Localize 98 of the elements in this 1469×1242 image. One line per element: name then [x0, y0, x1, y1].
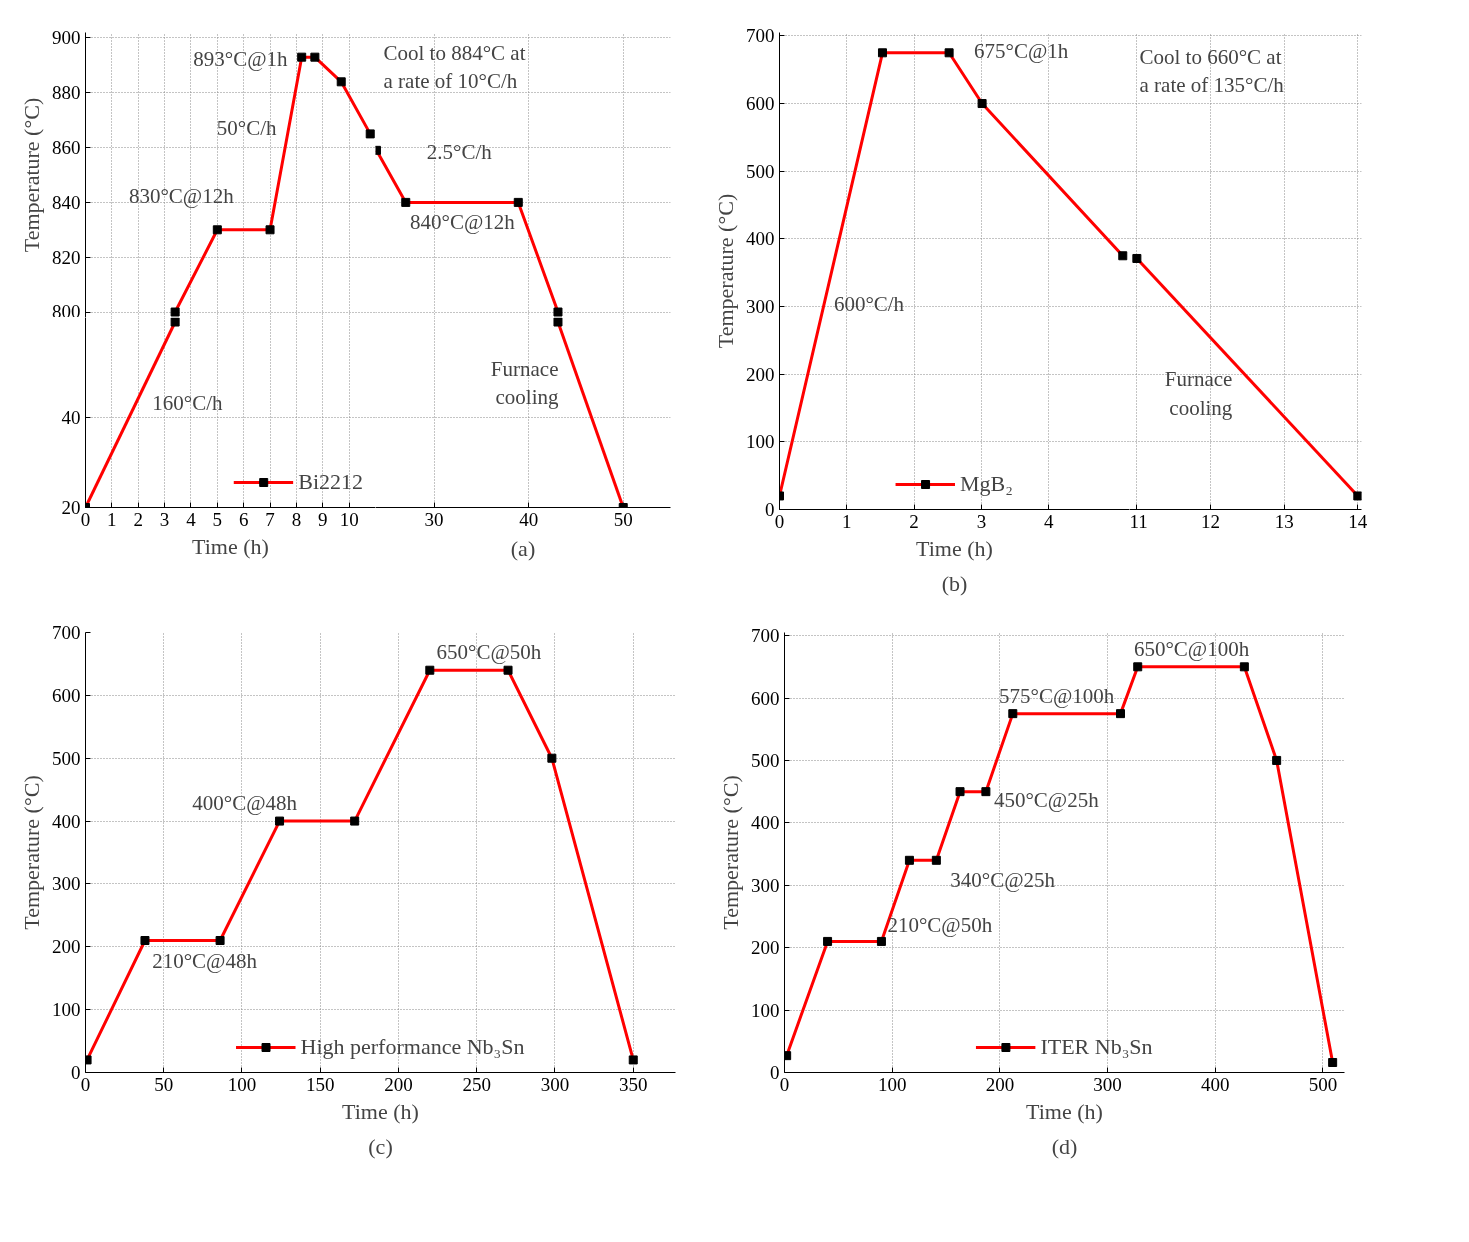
annotation: 450°C@25h [993, 787, 1100, 812]
y-tick-label: 300 [52, 873, 81, 895]
y-tick-label: 400 [52, 810, 81, 832]
x-tick-label: 11 [1129, 510, 1148, 532]
y-tick-label: 880 [52, 82, 81, 104]
x-tick-label: 400 [1201, 1073, 1230, 1095]
annotation: 575°C@100h [999, 683, 1115, 708]
annotation: 50°C/h [216, 115, 277, 140]
y-tick-label: 100 [52, 999, 81, 1021]
x-tick-label: 500 [1308, 1073, 1338, 1095]
y-tick-label: 900 [52, 27, 81, 49]
text: (c) [368, 1133, 393, 1159]
y-tick-label: 300 [746, 296, 775, 318]
legend-label: High performance Nb₃Sn [300, 1034, 525, 1060]
annotation: 893°C@1h [193, 47, 289, 72]
y-tick-label: 600 [746, 93, 775, 115]
y-tick-label: 700 [52, 622, 81, 643]
y-tick-label: 400 [751, 812, 780, 834]
x-tick-label: 2 [909, 510, 919, 532]
x-tick-label: 250 [462, 1073, 491, 1095]
y-tick-label: 600 [751, 687, 780, 709]
legend-label: ITER Nb₃Sn [1040, 1034, 1153, 1060]
annotation: Cool to 884°C at a rate of 10°C/h [383, 40, 526, 94]
y-axis-title: Temperature (°C) [19, 97, 44, 253]
y-tick-label: 200 [751, 937, 780, 959]
y-tick-label: 600 [52, 684, 81, 706]
y-tick-label: 500 [751, 749, 780, 771]
x-tick-label: 50 [613, 508, 633, 530]
annotation: 650°C@50h [436, 640, 542, 665]
x-tick-label: 150 [306, 1073, 335, 1095]
x-tick-label: 9 [318, 508, 328, 530]
x-axis-title: Time (h) [192, 533, 269, 559]
y-tick-label: 500 [746, 160, 775, 182]
x-tick-label: 350 [619, 1073, 648, 1095]
x-tick-label: 300 [540, 1073, 570, 1095]
x-tick-label: 13 [1274, 510, 1294, 532]
y-tick-label: 860 [52, 137, 81, 159]
x-tick-label: 200 [985, 1073, 1015, 1095]
y-tick-label: 200 [746, 363, 775, 385]
y-tick-label: 300 [751, 874, 780, 896]
x-tick-label: 3 [976, 510, 987, 532]
x-tick-label: 12 [1201, 510, 1221, 532]
x-tick-label: 8 [291, 508, 302, 530]
text: (b) [941, 570, 968, 596]
annotation: Furnace cooling [490, 356, 559, 410]
x-tick-label: 300 [1093, 1073, 1122, 1095]
x-axis-title: Time (h) [342, 1098, 419, 1124]
x-tick-label: 100 [877, 1073, 907, 1095]
annotation: 650°C@100h [1133, 636, 1250, 661]
annotation: Furnace cooling [1164, 366, 1233, 420]
annotation: 210°C@50h [887, 913, 993, 938]
x-tick-label: 3 [159, 508, 170, 530]
x-tick-label: 200 [384, 1073, 413, 1095]
x-tick-label: 6 [238, 508, 249, 530]
y-tick-label: 100 [751, 999, 780, 1021]
x-axis-title: Time (h) [1026, 1098, 1103, 1124]
y-tick-label: 820 [52, 246, 81, 268]
x-tick-label: 40 [519, 508, 539, 530]
y-tick-label: 100 [746, 431, 775, 453]
x-tick-label: 7 [265, 508, 275, 530]
y-axis-title: Temperature (°C) [713, 193, 738, 349]
annotation: 340°C@25h [950, 868, 1056, 893]
x-tick-label: 2 [133, 508, 143, 530]
legend-label: MgB₂ [960, 471, 1013, 497]
y-tick-label: 500 [52, 747, 81, 769]
text: (d) [1051, 1133, 1078, 1159]
x-tick-label: 14 [1348, 510, 1368, 532]
x-tick-label: 1 [107, 508, 117, 530]
y-tick-label: 40 [61, 406, 81, 428]
x-tick-label: 4 [1043, 510, 1054, 532]
x-axis-title: Time (h) [916, 535, 993, 561]
x-tick-label: 1 [842, 510, 852, 532]
annotation: Cool to 660°C at a rate of 135°C/h [1139, 44, 1285, 98]
y-tick-label: 20 [61, 497, 81, 518]
annotation: 840°C@12h [410, 210, 516, 235]
y-tick-label: 700 [746, 25, 775, 47]
x-tick-label: 4 [186, 508, 197, 530]
y-tick-label: 400 [746, 228, 775, 250]
x-tick-label: 100 [227, 1073, 257, 1095]
x-tick-label: 50 [154, 1073, 174, 1095]
x-tick-label: 10 [339, 508, 359, 530]
annotation: 675°C@1h [974, 38, 1069, 63]
y-axis-title: Temperature (°C) [718, 775, 743, 930]
text: (a) [510, 535, 536, 561]
y-tick-label: 800 [52, 300, 81, 322]
x-tick-label: 30 [424, 508, 444, 530]
y-axis-title: Temperature (°C) [19, 775, 44, 930]
annotation: 830°C@12h [128, 183, 235, 208]
annotation: 600°C/h [833, 292, 905, 317]
annotation: 2.5°C/h [426, 139, 493, 164]
y-tick-label: 840 [52, 191, 81, 213]
annotation: 210°C@48h [152, 948, 258, 973]
legend-label: Bi2212 [298, 469, 363, 495]
y-tick-label: 700 [751, 625, 780, 647]
annotation: 160°C/h [152, 390, 223, 415]
x-tick-label: 5 [212, 508, 223, 530]
y-tick-label: 200 [52, 936, 81, 958]
annotation: 400°C@48h [192, 791, 298, 816]
